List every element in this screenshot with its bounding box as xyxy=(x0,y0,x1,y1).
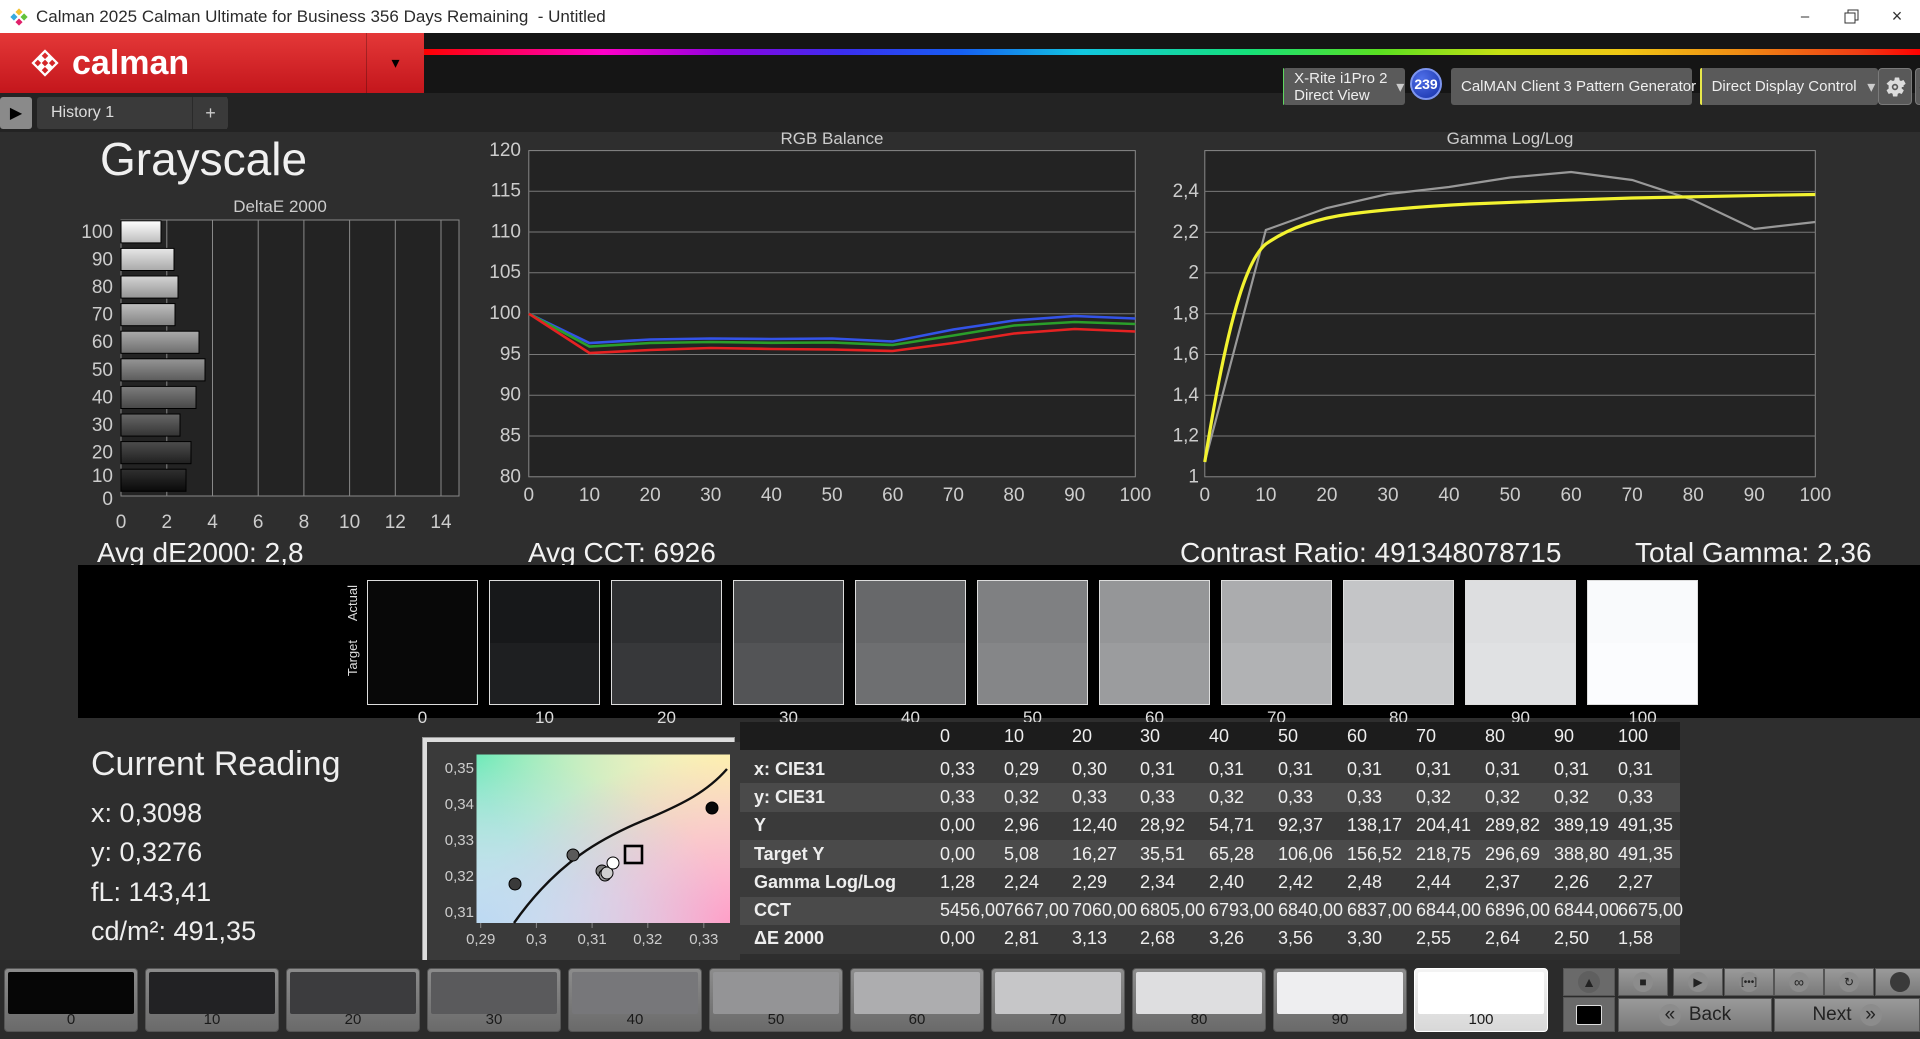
svg-text:0,35: 0,35 xyxy=(445,760,474,777)
svg-text:70: 70 xyxy=(92,305,113,326)
svg-text:80: 80 xyxy=(1003,485,1024,506)
svg-text:85: 85 xyxy=(500,426,521,447)
svg-text:1,6: 1,6 xyxy=(1173,344,1199,365)
svg-text:0,29: 0,29 xyxy=(466,931,495,948)
svg-text:60: 60 xyxy=(882,485,903,506)
svg-text:0,33: 0,33 xyxy=(689,931,718,948)
svg-text:8: 8 xyxy=(299,512,310,532)
svg-text:1: 1 xyxy=(1188,466,1199,487)
svg-text:100: 100 xyxy=(1799,485,1831,506)
svg-text:95: 95 xyxy=(500,344,521,365)
svg-text:1,8: 1,8 xyxy=(1173,303,1199,324)
svg-text:40: 40 xyxy=(761,485,782,506)
svg-text:90: 90 xyxy=(1744,485,1765,506)
svg-text:120: 120 xyxy=(489,140,521,161)
svg-text:2: 2 xyxy=(162,512,173,532)
svg-text:14: 14 xyxy=(430,512,452,532)
svg-text:90: 90 xyxy=(1064,485,1085,506)
svg-text:50: 50 xyxy=(92,360,113,381)
svg-text:10: 10 xyxy=(339,512,360,532)
svg-text:10: 10 xyxy=(92,466,113,487)
svg-text:0: 0 xyxy=(116,512,127,532)
svg-text:12: 12 xyxy=(385,512,406,532)
svg-text:20: 20 xyxy=(92,443,113,464)
svg-text:0,31: 0,31 xyxy=(577,931,606,948)
svg-text:30: 30 xyxy=(92,415,113,436)
svg-text:70: 70 xyxy=(1622,485,1643,506)
svg-text:0: 0 xyxy=(1200,485,1211,506)
svg-text:0,33: 0,33 xyxy=(445,832,474,849)
svg-text:50: 50 xyxy=(1499,485,1520,506)
svg-text:30: 30 xyxy=(700,485,721,506)
svg-text:6: 6 xyxy=(253,512,264,532)
svg-text:4: 4 xyxy=(207,512,218,532)
svg-text:105: 105 xyxy=(489,262,521,283)
svg-text:100: 100 xyxy=(1119,485,1151,506)
svg-text:20: 20 xyxy=(640,485,661,506)
svg-text:0,32: 0,32 xyxy=(633,931,662,948)
svg-text:0,34: 0,34 xyxy=(445,796,474,813)
svg-text:0: 0 xyxy=(524,485,535,506)
svg-text:1,2: 1,2 xyxy=(1173,426,1199,447)
svg-text:70: 70 xyxy=(943,485,964,506)
svg-text:50: 50 xyxy=(821,485,842,506)
svg-text:100: 100 xyxy=(489,303,521,324)
svg-text:80: 80 xyxy=(1683,485,1704,506)
svg-text:20: 20 xyxy=(1316,485,1337,506)
svg-text:Gamma Log/Log: Gamma Log/Log xyxy=(1447,132,1574,148)
svg-text:RGB Balance: RGB Balance xyxy=(781,132,884,148)
svg-text:80: 80 xyxy=(92,277,113,298)
svg-text:0,32: 0,32 xyxy=(445,868,474,885)
svg-text:90: 90 xyxy=(92,249,113,270)
svg-text:2: 2 xyxy=(1188,263,1199,284)
svg-text:110: 110 xyxy=(491,222,521,243)
svg-text:60: 60 xyxy=(1561,485,1582,506)
svg-text:100: 100 xyxy=(81,222,113,243)
svg-text:40: 40 xyxy=(92,387,113,408)
svg-text:90: 90 xyxy=(500,385,521,406)
svg-text:0,31: 0,31 xyxy=(445,904,474,921)
svg-text:DeltaE 2000: DeltaE 2000 xyxy=(233,197,327,216)
svg-text:0: 0 xyxy=(102,489,113,510)
svg-text:40: 40 xyxy=(1438,485,1459,506)
svg-text:2,2: 2,2 xyxy=(1173,222,1199,243)
svg-text:80: 80 xyxy=(500,467,521,488)
svg-text:0,3: 0,3 xyxy=(526,931,547,948)
svg-text:1,4: 1,4 xyxy=(1173,385,1200,406)
svg-text:10: 10 xyxy=(1255,485,1276,506)
svg-text:10: 10 xyxy=(579,485,600,506)
svg-text:30: 30 xyxy=(1377,485,1398,506)
svg-text:115: 115 xyxy=(491,181,521,202)
svg-text:2,4: 2,4 xyxy=(1173,181,1200,202)
svg-text:60: 60 xyxy=(92,332,113,353)
